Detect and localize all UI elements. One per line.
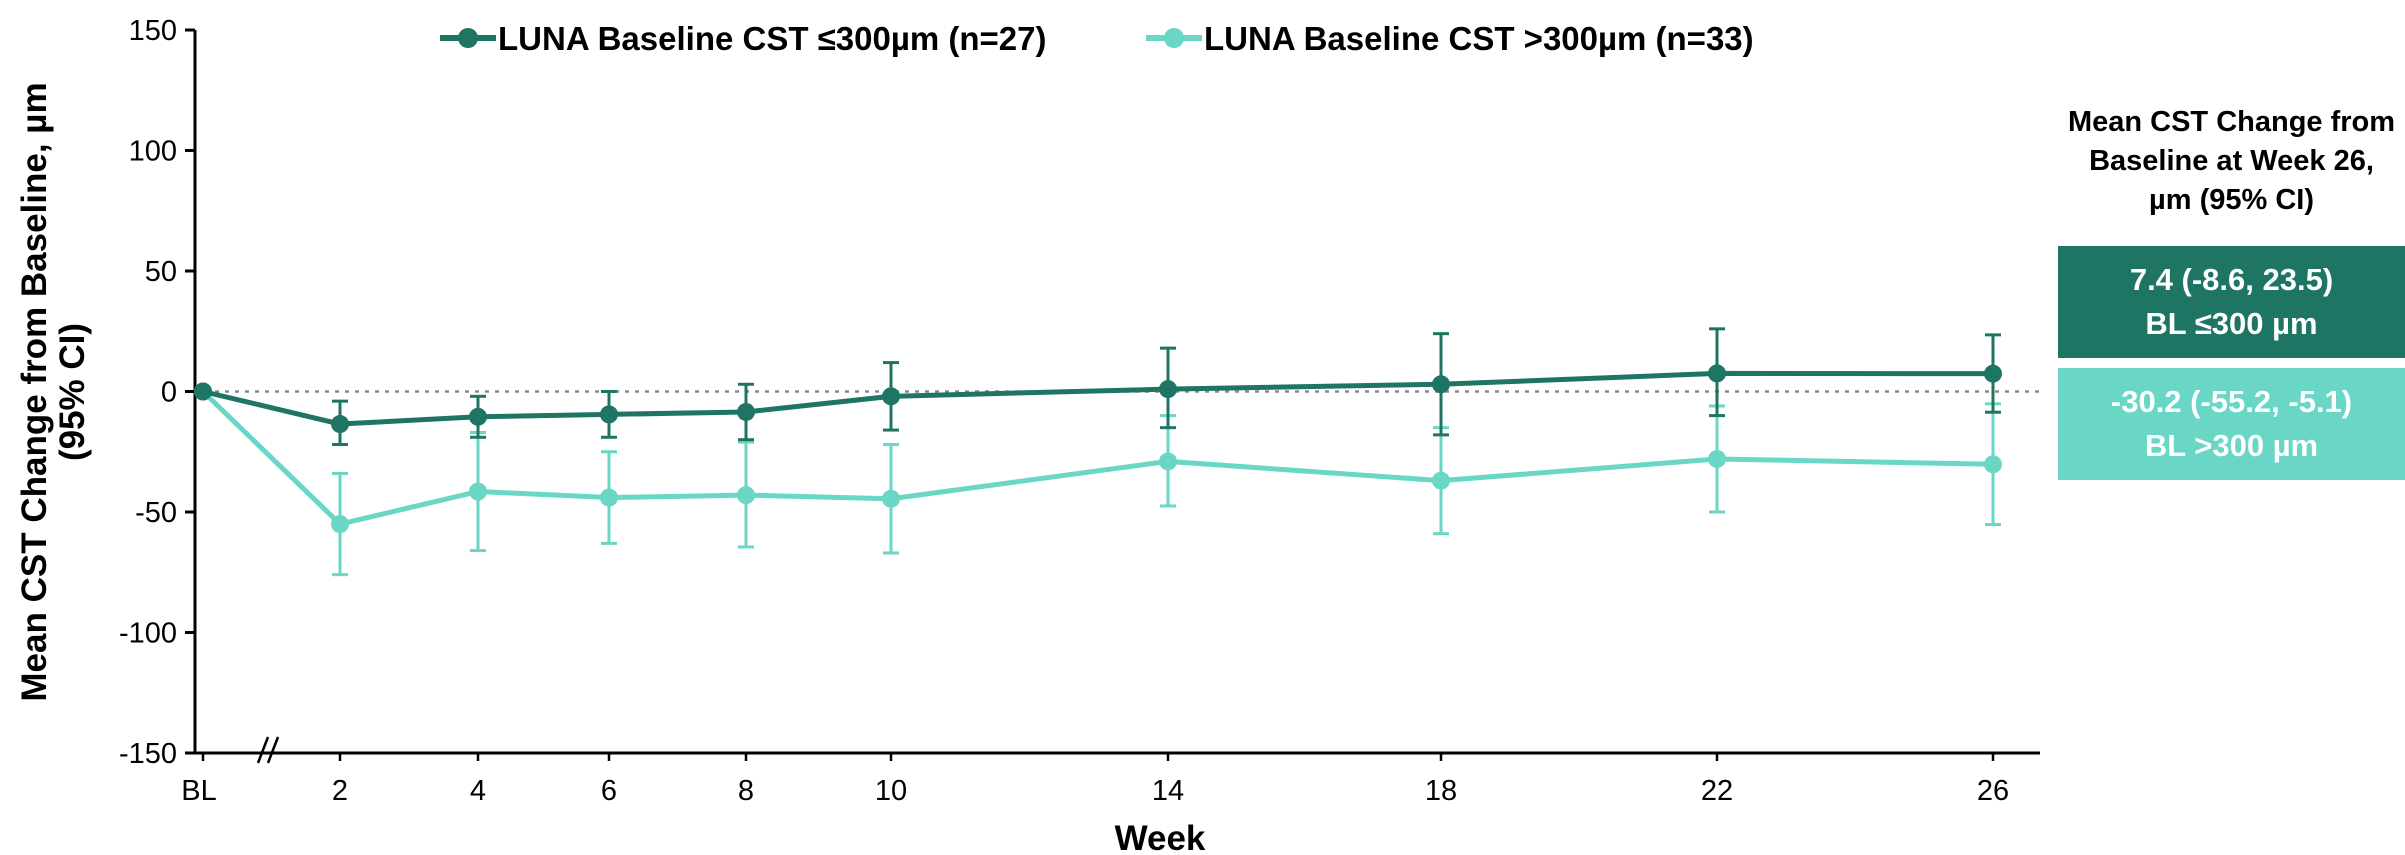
x-axis-title: Week xyxy=(1115,819,1206,855)
summary-box-high-bl: -30.2 (-55.2, -5.1) BL >300 µm xyxy=(2058,368,2405,480)
y-tick-label: 0 xyxy=(161,377,177,409)
data-point xyxy=(331,415,349,434)
legend-label: LUNA Baseline CST ≤300µm (n=27) xyxy=(498,20,1046,57)
summary-title: Mean CST Change from Baseline at Week 26… xyxy=(2067,106,2396,216)
summary-label: BL ≤300 µm xyxy=(2145,306,2318,341)
series-line xyxy=(201,389,1994,527)
chart-legend: LUNA Baseline CST ≤300µm (n=27) LUNA Base… xyxy=(440,20,1754,57)
data-point xyxy=(469,482,487,501)
x-tick-label: 8 xyxy=(738,775,754,807)
data-point xyxy=(600,405,618,424)
axis-break-mark xyxy=(266,736,280,764)
x-tick-label: 26 xyxy=(1977,775,2009,807)
x-tick-label: BL xyxy=(181,775,216,807)
x-tick-label: 10 xyxy=(875,775,907,807)
chart-series xyxy=(194,327,2002,577)
data-point xyxy=(882,489,900,508)
series-line xyxy=(202,370,1994,427)
summary-value: -30.2 (-55.2, -5.1) xyxy=(2110,384,2353,419)
y-tick-label: -50 xyxy=(135,497,177,529)
data-point xyxy=(600,488,618,507)
legend-item-1: LUNA Baseline CST >300µm (n=33) xyxy=(1146,20,1754,57)
data-point xyxy=(882,387,900,406)
data-point xyxy=(194,382,212,401)
data-point xyxy=(1984,364,2002,383)
data-point xyxy=(1984,455,2002,474)
y-axis-title: Mean CST Change from Baseline, µm(95% CI… xyxy=(15,82,92,701)
x-tick-label: 4 xyxy=(470,775,486,807)
y-tick-label: 50 xyxy=(145,256,177,288)
summary-value: 7.4 (-8.6, 23.5) xyxy=(2129,262,2334,297)
y-tick-label: -150 xyxy=(119,738,177,770)
series-1 xyxy=(194,382,2002,577)
legend-marker xyxy=(1164,28,1184,48)
axis-break-mark xyxy=(256,736,270,764)
data-point xyxy=(331,515,349,534)
data-point xyxy=(737,402,755,421)
data-point xyxy=(1159,380,1177,399)
x-tick-label: 6 xyxy=(601,775,617,807)
summary-box-low-bl: 7.4 (-8.6, 23.5) BL ≤300 µm xyxy=(2058,246,2405,358)
data-point xyxy=(1432,375,1450,394)
data-point xyxy=(737,486,755,505)
x-tick-label: 22 xyxy=(1701,775,1733,807)
y-axis-title-line: (95% CI) xyxy=(53,323,92,461)
x-tick-label: 18 xyxy=(1425,775,1457,807)
y-tick-label: 150 xyxy=(129,15,177,47)
data-point xyxy=(1432,471,1450,490)
data-point xyxy=(469,407,487,426)
x-tick-label: 2 xyxy=(332,775,348,807)
summary-label: BL >300 µm xyxy=(2144,428,2319,463)
week26-summary-panel: Mean CST Change from Baseline at Week 26… xyxy=(2058,103,2405,490)
data-point xyxy=(1708,364,1726,383)
x-tick-label: 14 xyxy=(1152,775,1184,807)
legend-marker xyxy=(458,28,478,48)
y-axis-title-line: Mean CST Change from Baseline, µm xyxy=(15,82,54,701)
legend-label: LUNA Baseline CST >300µm (n=33) xyxy=(1204,20,1754,57)
y-tick-label: -100 xyxy=(119,618,177,650)
legend-item-0: LUNA Baseline CST ≤300µm (n=27) xyxy=(440,20,1046,57)
series-0 xyxy=(194,327,2002,447)
data-point xyxy=(1159,452,1177,471)
y-tick-label: 100 xyxy=(129,136,177,168)
data-point xyxy=(1708,449,1726,468)
